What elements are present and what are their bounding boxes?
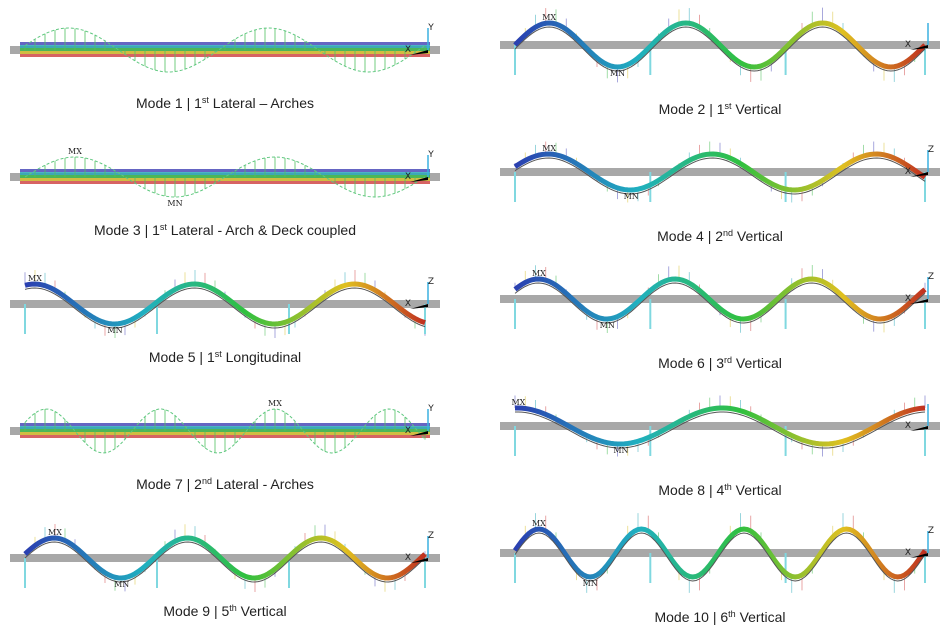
caption-text: Mode 4 | 2	[657, 228, 723, 244]
shape-label: MN	[610, 69, 625, 78]
shape-label: MN	[114, 580, 129, 589]
caption: Mode 5 | 1st Longitudinal	[149, 349, 301, 365]
caption: Mode 3 | 1st Lateral - Arch & Deck coupl…	[94, 222, 356, 238]
mode-panel: MX MN Z X Mode 4 | 2nd Vertical	[500, 142, 940, 244]
caption-text: Lateral - Arch & Deck coupled	[167, 222, 356, 238]
caption: Mode 10 | 6th Vertical	[654, 609, 785, 625]
caption-text: Vertical	[732, 101, 782, 117]
shape-label: MX	[542, 13, 556, 22]
caption-text: Vertical	[732, 482, 782, 498]
mode-panel: Y X Mode 1 | 1st Lateral – Arches	[10, 23, 440, 111]
caption-text: Mode 9 | 5	[163, 603, 229, 619]
caption-text: Mode 7 | 2	[136, 476, 202, 492]
shape-label: Y	[427, 404, 434, 414]
deck-band	[20, 169, 430, 172]
caption: Mode 6 | 3rd Vertical	[658, 355, 782, 371]
figure: Y X Mode 1 | 1st Lateral – Arches MX MN X Mode…	[0, 0, 947, 637]
caption-text: Vertical	[237, 603, 287, 619]
support	[500, 168, 940, 176]
shape-label: X	[405, 172, 411, 182]
mode-panel: MX MN X Mode 2 | 1st Vertical	[500, 8, 940, 117]
shape-label: MX	[542, 144, 556, 153]
caption-sup: th	[229, 603, 237, 613]
deck-band	[20, 423, 430, 426]
shape-label: Z	[928, 272, 934, 282]
caption-sup: nd	[202, 476, 212, 486]
caption-sup: th	[724, 482, 732, 492]
shape-label: X	[905, 548, 911, 558]
shape-label: MN	[624, 192, 639, 201]
caption-sup: nd	[723, 228, 733, 238]
shape-label: X	[905, 421, 911, 431]
shape-label: Y	[427, 150, 434, 160]
caption-text: Mode 6 | 3	[658, 355, 724, 371]
caption-sup: rd	[724, 355, 732, 365]
deck-band	[20, 54, 430, 57]
mode-panel: MX MN Z X Mode 10 | 6th Vertical	[500, 513, 940, 625]
deck-band	[20, 175, 430, 178]
caption-text: Mode 1 | 1	[136, 95, 202, 111]
caption: Mode 8 | 4th Vertical	[658, 482, 781, 498]
shape-label: MX	[48, 528, 62, 537]
caption-text: Mode 8 | 4	[658, 482, 724, 498]
shape-label: X	[405, 426, 411, 436]
caption-text: Mode 3 | 1	[94, 222, 160, 238]
shape-label: MN	[583, 579, 598, 588]
mode-panel: MX MN Z X Mode 6 | 3rd Vertical	[500, 265, 940, 371]
caption-text: Vertical	[733, 228, 783, 244]
shape-label: X	[905, 167, 911, 177]
shape-label: Z	[428, 531, 434, 541]
deck-band	[20, 42, 430, 45]
shape-label: MX	[511, 398, 525, 407]
shape-label: X	[405, 45, 411, 55]
shape-label: MX	[68, 147, 82, 156]
shape-label: X	[405, 553, 411, 563]
caption-text: Vertical	[736, 609, 786, 625]
caption-sup: th	[728, 609, 736, 619]
page: Y X Mode 1 | 1st Lateral – Arches MX MN X Mode…	[0, 0, 947, 637]
shape-label: MX	[268, 399, 282, 408]
caption-text: Longitudinal	[222, 349, 301, 365]
caption-text: Lateral - Arches	[212, 476, 314, 492]
shape-label: MN	[167, 199, 182, 208]
shape-label: X	[905, 294, 911, 304]
shape-label: Z	[428, 277, 434, 287]
caption: Mode 4 | 2nd Vertical	[657, 228, 783, 244]
mode-panel: MX MN Z X Mode 5 | 1st Longitudinal	[10, 270, 440, 365]
deck-band	[20, 178, 430, 181]
shape-label: MX	[532, 519, 546, 528]
deck-band	[20, 426, 430, 429]
caption: Mode 2 | 1st Vertical	[659, 101, 782, 117]
caption: Mode 1 | 1st Lateral – Arches	[136, 95, 314, 111]
shape-label: MX	[28, 274, 42, 283]
caption-text: Vertical	[732, 355, 782, 371]
deck-band	[20, 172, 430, 175]
shape-label: X	[905, 40, 911, 50]
caption-text: Mode 5 | 1	[149, 349, 215, 365]
caption: Mode 7 | 2nd Lateral - Arches	[136, 476, 314, 492]
deck-band	[20, 181, 430, 184]
caption-text: Lateral – Arches	[209, 95, 314, 111]
shape-label: Y	[427, 23, 434, 33]
mode-panel: MN MX Z X Mode 9 | 5th Vertical	[10, 524, 440, 619]
caption: Mode 9 | 5th Vertical	[163, 603, 286, 619]
shape-label: MN	[600, 321, 615, 330]
mode-panel: MX Y X Mode 7 | 2nd Lateral - Arches	[10, 399, 440, 492]
shape-label: MN	[613, 446, 628, 455]
caption-text: Mode 2 | 1	[659, 101, 725, 117]
deck-band	[20, 51, 430, 54]
shape-label: MN	[107, 326, 122, 335]
mode-panel: MN MX Y X Mode 3 | 1st Lateral - Arch & Deck…	[10, 147, 440, 238]
shape-label: MX	[532, 269, 546, 278]
caption-text: Mode 10 | 6	[654, 609, 728, 625]
mode-panel: MX MN X Mode 8 | 4th Vertical	[500, 395, 940, 498]
shape-label: X	[405, 299, 411, 309]
shape-label: Z	[928, 145, 934, 155]
shape-label: Z	[928, 526, 934, 536]
